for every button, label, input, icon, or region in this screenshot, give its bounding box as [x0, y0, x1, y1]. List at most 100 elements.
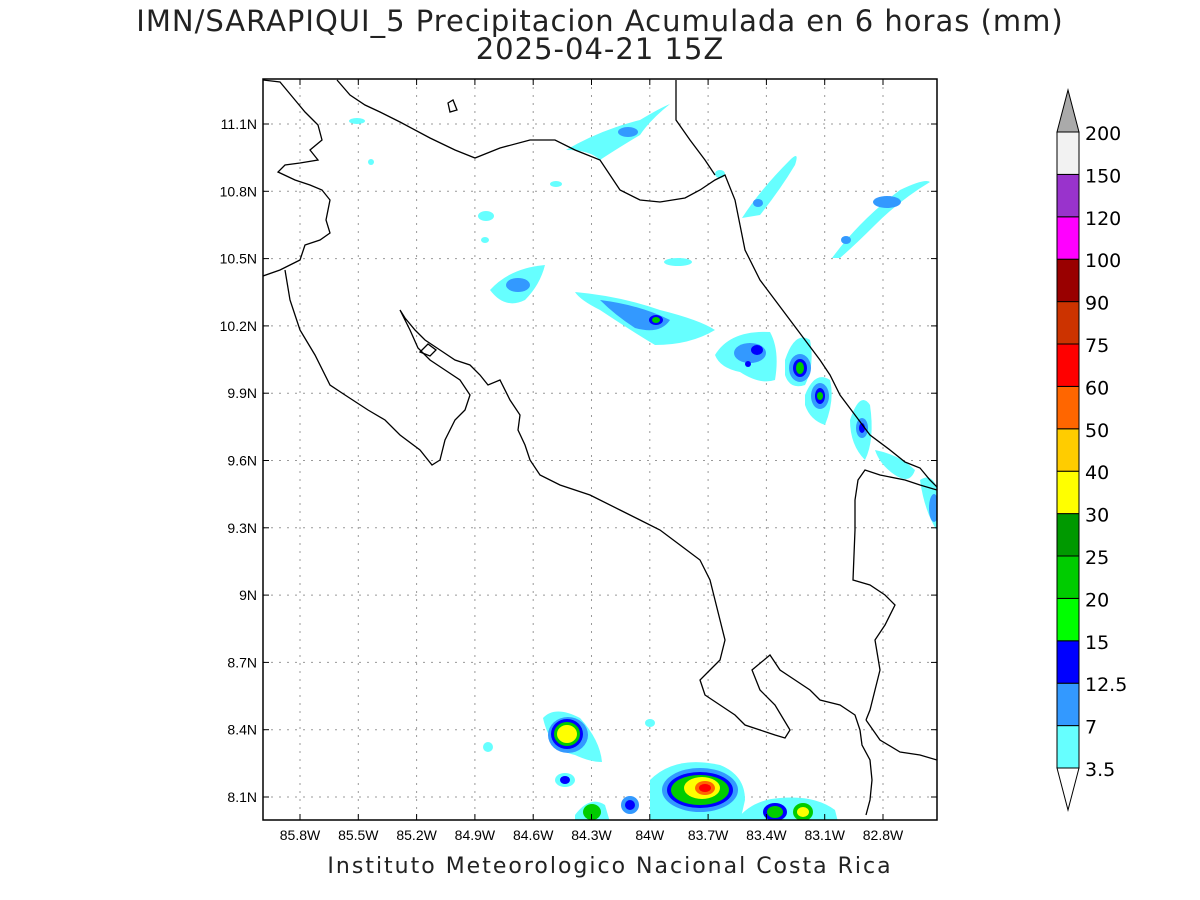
- colorbar-swatch: [1056, 640, 1080, 684]
- colorbar-label: 50: [1085, 420, 1109, 442]
- colorbar-label: 100: [1085, 250, 1121, 272]
- caribbean-coast-north: [675, 80, 716, 176]
- colorbar-label: 90: [1085, 293, 1109, 315]
- colorbar-label: 30: [1085, 505, 1109, 527]
- longitude-labels: 85.8W 85.5W 85.2W 84.9W 84.6W 84.3W 84W 83.7W 83…: [280, 827, 904, 843]
- precip-cell: [652, 317, 660, 323]
- colorbar-label: 200: [1085, 123, 1121, 145]
- precip-cell: [817, 392, 823, 400]
- precip-cell: [796, 362, 804, 374]
- lon-label: 85.5W: [338, 827, 379, 843]
- lon-label: 84W: [635, 827, 665, 843]
- precip-cell: [664, 258, 692, 266]
- colorbar-label: 20: [1085, 589, 1109, 611]
- nicaragua-border: [263, 79, 331, 277]
- colorbar-swatch: [1056, 555, 1080, 599]
- precip-cell: [742, 156, 797, 218]
- colorbar-label: 12.5: [1085, 674, 1127, 696]
- precip-cell: [618, 127, 638, 137]
- coastlines-borders: [263, 79, 937, 816]
- lat-label: 9.9N: [227, 385, 257, 401]
- lon-label: 84.3W: [571, 827, 612, 843]
- precip-cell: [699, 784, 711, 792]
- colorbar-swatch: [1056, 258, 1080, 303]
- colorbar-swatch: [1056, 470, 1080, 515]
- colorbar-swatch: [1056, 428, 1080, 472]
- colorbar-label: 25: [1085, 547, 1109, 569]
- latitude-labels: 11.1N 10.8N 10.5N 10.2N 9.9N 9.6N 9.3N 9N 8.7N 8.…: [220, 116, 257, 805]
- colorbar-label: 3.5: [1085, 759, 1115, 781]
- colorbar-label: 15: [1085, 632, 1109, 654]
- institution-footer: Instituto Meteorologico Nacional Costa R…: [327, 854, 893, 879]
- precip-cell: [550, 181, 562, 187]
- precip-cell: [873, 196, 901, 208]
- colorbar: 3.5 7 12.5 15 20 25 30 40 50 60 75 90 100 120 150 200: [1056, 88, 1127, 812]
- precip-cell: [560, 776, 570, 784]
- lon-label: 84.9W: [455, 827, 496, 843]
- precip-cell: [557, 725, 577, 743]
- colorbar-swatch: [1056, 513, 1080, 557]
- precip-cell: [875, 450, 915, 479]
- precip-cell: [583, 804, 601, 820]
- caribbean-coast: [739, 224, 937, 488]
- lat-label: 9N: [239, 587, 257, 603]
- lon-label: 85.8W: [280, 827, 321, 843]
- colorbar-swatch: [1056, 173, 1080, 218]
- plot-frame: [262, 78, 938, 821]
- lat-label: 11.1N: [221, 116, 257, 132]
- precipitation-fields: [349, 104, 937, 820]
- colorbar-swatch: [1056, 216, 1080, 260]
- lat-label: 10.2N: [220, 318, 257, 334]
- lat-label: 8.1N: [227, 789, 257, 805]
- colorbar-label: 75: [1085, 335, 1109, 357]
- panama-border: [852, 469, 937, 721]
- colorbar-swatch: [1056, 682, 1080, 727]
- precip-cell: [929, 494, 937, 522]
- precip-cell: [483, 742, 493, 752]
- colorbar-label: 60: [1085, 377, 1109, 399]
- colorbar-label: 120: [1085, 208, 1121, 230]
- lat-label: 10.8N: [220, 183, 257, 199]
- lat-label: 10.5N: [220, 251, 257, 267]
- lake-nicaragua-shore: [336, 79, 741, 226]
- precip-cell: [349, 118, 365, 124]
- lat-label: 8.4N: [227, 722, 257, 738]
- precip-cell: [506, 278, 530, 292]
- panama-coast-south: [865, 719, 937, 761]
- lat-label: 9.3N: [227, 520, 257, 536]
- pacific-coast: [284, 269, 873, 816]
- colorbar-label: 150: [1085, 165, 1121, 187]
- colorbar-swatch: [1056, 385, 1080, 430]
- lat-label: 9.6N: [227, 453, 257, 469]
- colorbar-swatch: [1056, 597, 1080, 642]
- precip-cell: [797, 807, 809, 817]
- lon-label: 82.8W: [863, 827, 904, 843]
- precip-cell: [767, 806, 783, 818]
- map-title: IMN/SARAPIQUI_5 Precipitacion Acumulada …: [136, 4, 1064, 38]
- precip-cell: [753, 199, 763, 207]
- map-subtitle-datetime: 2025-04-21 15Z: [475, 32, 725, 66]
- lake-nicaragua-island: [447, 99, 458, 113]
- axis-ticks: [263, 79, 937, 820]
- precip-cell: [832, 181, 930, 258]
- lat-label: 8.7N: [227, 654, 257, 670]
- precip-cell: [745, 361, 751, 367]
- colorbar-swatch: [1056, 301, 1080, 345]
- colorbar-swatch: [1056, 343, 1080, 387]
- precip-cell: [625, 800, 635, 810]
- colorbar-low-arrow: [1056, 767, 1080, 812]
- precip-cell: [481, 237, 489, 243]
- precip-cell: [478, 211, 494, 221]
- precip-cell: [841, 236, 851, 244]
- lon-label: 84.6W: [513, 827, 554, 843]
- precip-cell: [368, 159, 374, 165]
- gridlines: [263, 79, 937, 820]
- colorbar-label: 7: [1085, 717, 1097, 739]
- colorbar-high-arrow: [1056, 88, 1080, 133]
- precip-cell: [645, 719, 655, 727]
- colorbar-swatch: [1056, 725, 1080, 769]
- lon-label: 83.4W: [746, 827, 787, 843]
- nicoya-inlet: [418, 343, 437, 357]
- lon-label: 83.7W: [688, 827, 729, 843]
